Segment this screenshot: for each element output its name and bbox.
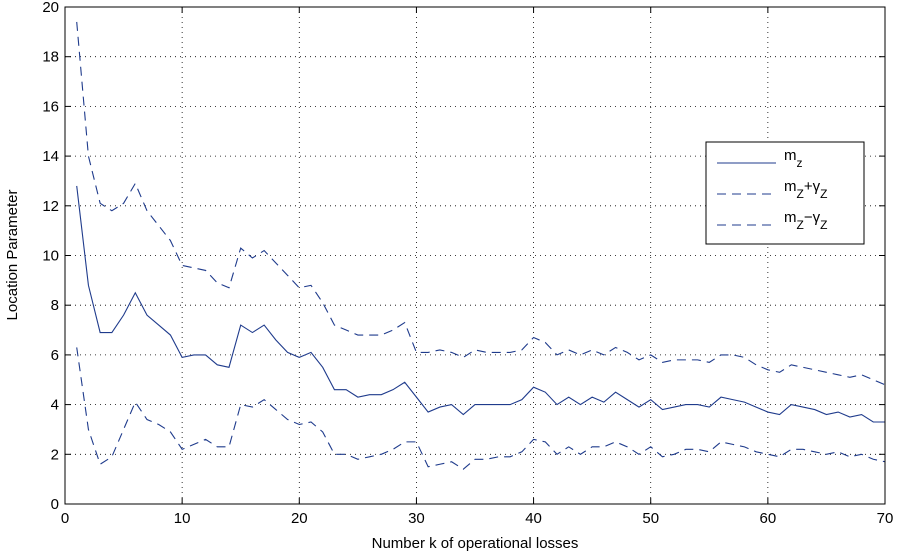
x-tick-label: 20 [291,510,308,527]
x-tick-label: 30 [408,510,425,527]
y-tick-label: 14 [42,148,59,165]
legend-box [705,141,865,245]
legend-label: mZ−γZ [784,209,827,232]
x-tick-label: 10 [174,510,191,527]
y-tick-label: 2 [51,446,59,463]
series-line-1 [76,185,885,423]
y-tick-label: 6 [51,347,59,364]
legend-label: mZ+γZ [784,178,827,201]
x-tick-label: 70 [877,510,894,527]
y-tick-label: 16 [42,98,59,115]
y-tick-label: 8 [51,297,59,314]
series-line-2 [76,21,886,386]
x-tick-label: 60 [760,510,777,527]
legend-label: mz [784,147,803,170]
legend: mz mZ+γZ mZ−γZ [705,141,865,245]
y-tick-label: 20 [42,0,59,16]
x-tick-label: 50 [642,510,659,527]
ticks: 0 10 20 30 40 50 60 70 0 2 4 6 8 10 12 14 16 18 20 [42,0,893,527]
y-tick-label: 0 [51,496,59,513]
y-tick-label: 4 [51,397,59,414]
y-tick-label: 18 [42,49,59,66]
series-line-3 [76,347,886,470]
series-layer [76,21,886,470]
y-axis-label: Location Parameter [4,190,21,321]
x-tick-label: 40 [525,510,542,527]
y-tick-label: 12 [42,198,59,215]
x-axis-label: Number k of operational losses [372,535,579,552]
y-tick-label: 10 [42,248,59,265]
x-tick-label: 0 [61,510,69,527]
